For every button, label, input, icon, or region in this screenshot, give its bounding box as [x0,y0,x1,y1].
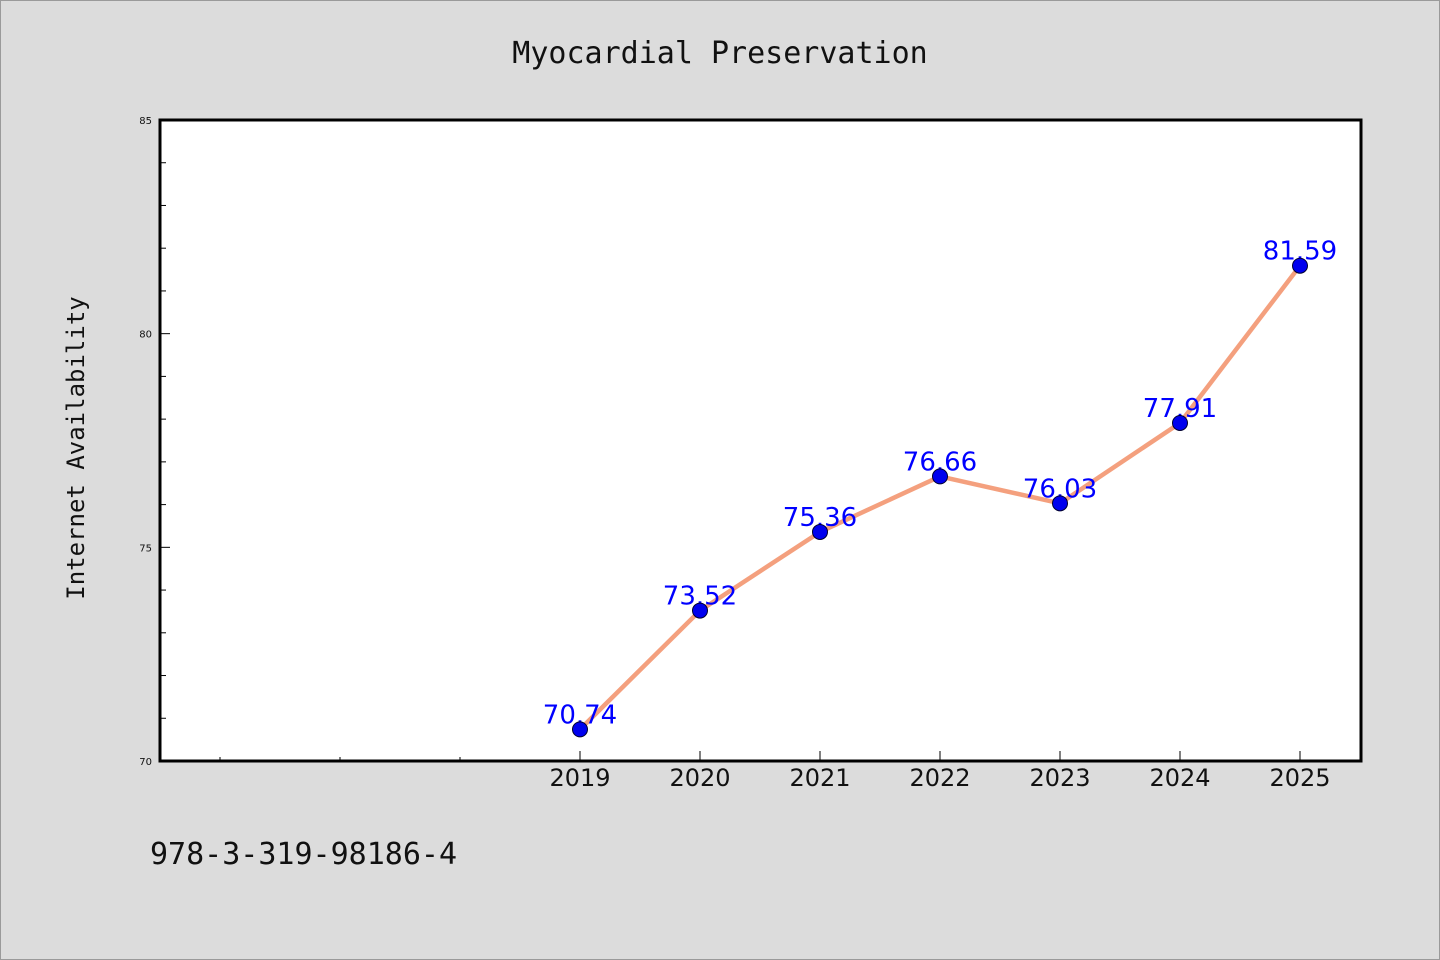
x-tick-label: 2024 [1149,764,1210,792]
x-tick-label: 2025 [1269,764,1330,792]
x-axis: 2019 2020 2021 2022 2023 2024 2025 [219,751,1331,792]
data-point-marker [932,468,948,485]
data-point-marker [1172,414,1188,431]
data-point-marker [692,602,708,619]
x-tick-label: 2021 [789,764,850,792]
y-axis: 70 75 80 85 [139,116,170,768]
chart-title: Myocardial Preservation [512,36,927,71]
data-point-marker [572,721,588,738]
data-point-marker [1052,495,1068,512]
y-tick-label: 80 [139,330,152,341]
y-tick-label: 85 [139,116,152,127]
data-point-marker [812,523,828,540]
y-tick-label: 70 [139,757,152,768]
x-tick-label: 2022 [909,764,970,792]
data-point-marker [1292,257,1308,274]
x-tick-label: 2020 [669,764,730,792]
x-tick-label: 2023 [1029,764,1090,792]
plot-area [158,118,1363,763]
x-tick-label: 2019 [549,764,610,792]
footnote-isbn: 978-3-319-98186-4 [150,837,457,872]
y-axis-label: Internet Availability [62,296,90,599]
y-tick-label: 75 [139,543,152,554]
